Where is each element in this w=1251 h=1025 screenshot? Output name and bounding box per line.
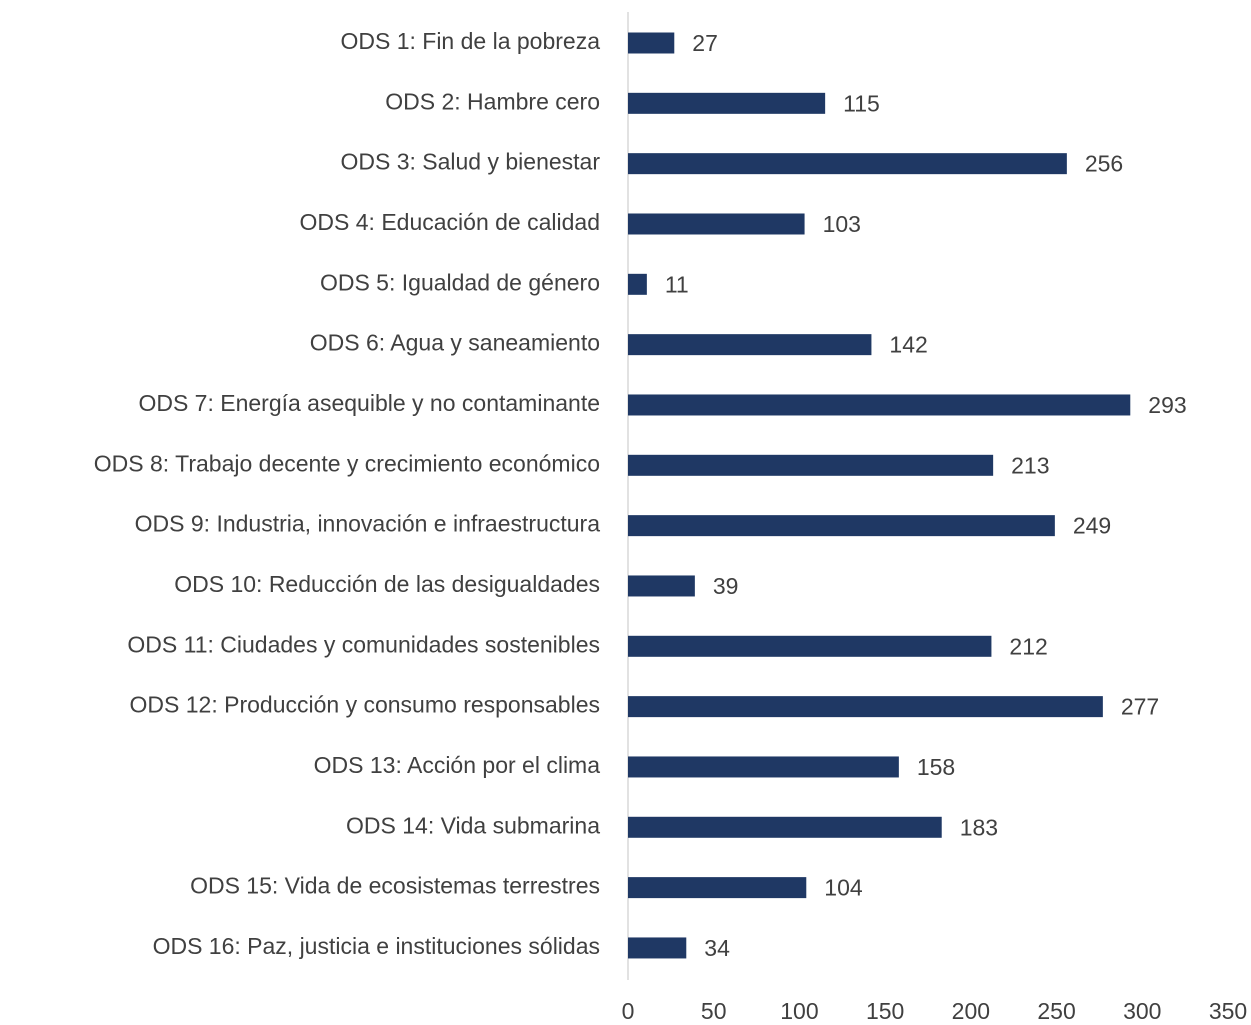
value-label: 11 bbox=[665, 271, 689, 297]
y-tick-label: ODS 8: Trabajo decente y crecimiento eco… bbox=[94, 450, 600, 476]
x-tick-label: 150 bbox=[866, 998, 904, 1024]
x-tick-label: 300 bbox=[1123, 998, 1161, 1024]
bar bbox=[628, 515, 1055, 537]
bar bbox=[628, 32, 675, 54]
x-tick-label: 100 bbox=[780, 998, 818, 1024]
y-tick-label: ODS 16: Paz, justicia e instituciones só… bbox=[153, 933, 600, 959]
y-tick-label: ODS 10: Reducción de las desigualdades bbox=[174, 571, 600, 597]
bar bbox=[628, 454, 994, 476]
y-tick-label: ODS 11: Ciudades y comunidades sostenibl… bbox=[127, 631, 600, 657]
y-tick-label: ODS 5: Igualdad de género bbox=[320, 269, 600, 295]
value-label: 212 bbox=[1009, 633, 1047, 659]
y-tick-label: ODS 13: Acción por el clima bbox=[314, 752, 601, 778]
y-tick-label: ODS 3: Salud y bienestar bbox=[340, 149, 600, 175]
value-label: 183 bbox=[960, 814, 998, 840]
value-label: 27 bbox=[692, 30, 718, 56]
value-label: 293 bbox=[1148, 392, 1186, 418]
bar bbox=[628, 334, 872, 356]
x-tick-label: 0 bbox=[622, 998, 635, 1024]
bar bbox=[628, 153, 1067, 175]
bar bbox=[628, 696, 1103, 718]
y-tick-label: ODS 12: Producción y consumo responsable… bbox=[130, 692, 600, 718]
y-tick-label: ODS 4: Educación de calidad bbox=[300, 209, 600, 235]
bar bbox=[628, 937, 687, 959]
value-label: 249 bbox=[1073, 513, 1111, 539]
value-label: 39 bbox=[713, 573, 739, 599]
x-tick-label: 200 bbox=[952, 998, 990, 1024]
bar bbox=[628, 575, 695, 597]
y-tick-label: ODS 6: Agua y saneamiento bbox=[310, 330, 600, 356]
value-label: 103 bbox=[823, 211, 861, 237]
value-label: 34 bbox=[704, 935, 730, 961]
value-label: 213 bbox=[1011, 452, 1049, 478]
bar bbox=[628, 92, 826, 114]
value-label: 115 bbox=[843, 90, 880, 116]
y-tick-label: ODS 2: Hambre cero bbox=[385, 88, 600, 114]
y-tick-label: ODS 1: Fin de la pobreza bbox=[340, 28, 600, 54]
y-tick-label: ODS 14: Vida submarina bbox=[346, 812, 600, 838]
bar bbox=[628, 877, 807, 899]
value-label: 158 bbox=[917, 754, 955, 780]
bar bbox=[628, 394, 1131, 416]
bar bbox=[628, 273, 647, 295]
y-tick-label: ODS 15: Vida de ecosistemas terrestres bbox=[190, 873, 600, 899]
x-tick-label: 50 bbox=[701, 998, 727, 1024]
x-tick-label: 350 bbox=[1209, 998, 1247, 1024]
bar bbox=[628, 213, 805, 235]
value-label: 142 bbox=[889, 332, 927, 358]
y-tick-label: ODS 9: Industria, innovación e infraestr… bbox=[135, 511, 601, 537]
bar bbox=[628, 635, 992, 657]
y-tick-label: ODS 7: Energía asequible y no contaminan… bbox=[138, 390, 600, 416]
value-label: 256 bbox=[1085, 151, 1123, 177]
value-label: 104 bbox=[824, 875, 863, 901]
bar bbox=[628, 816, 942, 838]
x-tick-label: 250 bbox=[1037, 998, 1075, 1024]
bar bbox=[628, 756, 899, 778]
value-label: 277 bbox=[1121, 694, 1159, 720]
